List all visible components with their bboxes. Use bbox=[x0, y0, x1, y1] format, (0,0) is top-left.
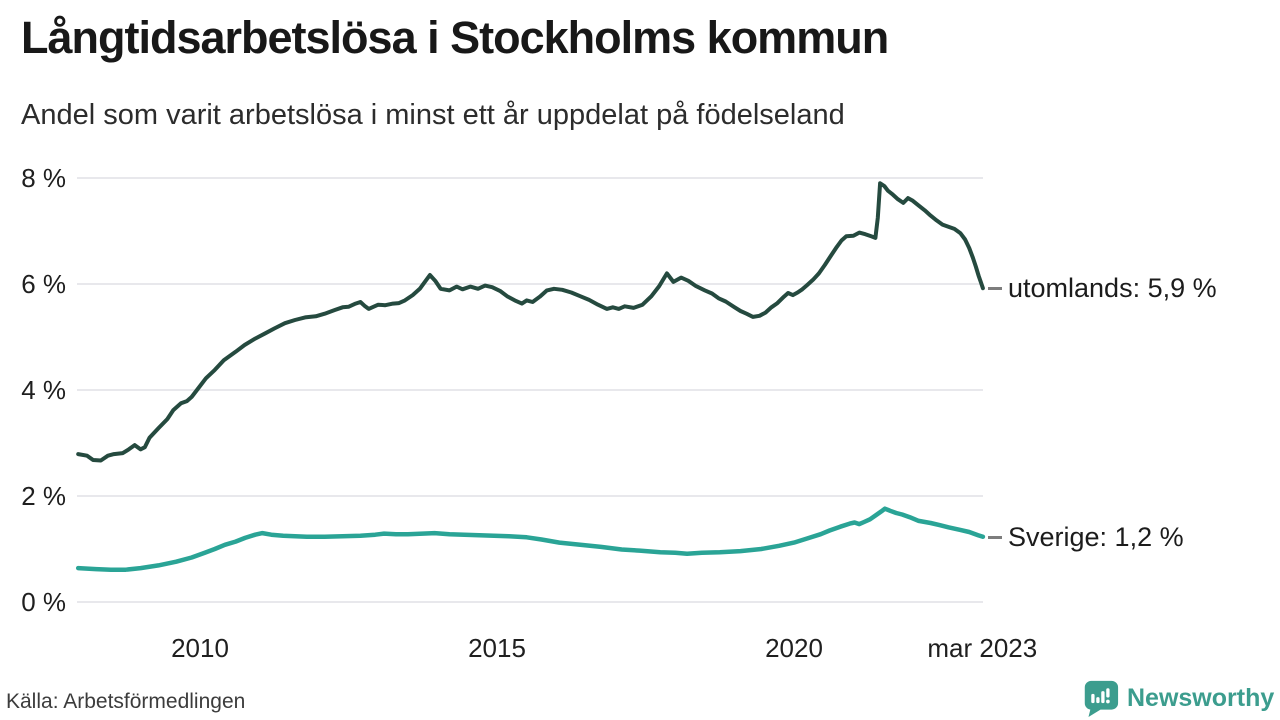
x-tick-2015: 2015 bbox=[468, 633, 526, 663]
bar-chart-speech-bubble-icon bbox=[1084, 680, 1119, 717]
y-tick-0: 0 % bbox=[21, 587, 66, 617]
y-tick-2: 2 % bbox=[21, 481, 66, 511]
series-label-sverige: Sverige: 1,2 % bbox=[988, 521, 1184, 552]
newsworthy-logo[interactable]: Newsworthy bbox=[1082, 678, 1274, 718]
utomlands-line bbox=[76, 181, 985, 463]
x-tick-mar-2023: mar 2023 bbox=[927, 633, 1038, 663]
sverige-line bbox=[75, 506, 986, 572]
y-tick-6: 6 % bbox=[21, 269, 66, 299]
series-label-utomlands: utomlands: 5,9 % bbox=[988, 275, 1217, 302]
label-connector-dash bbox=[988, 535, 1002, 539]
y-tick-8: 8 % bbox=[21, 163, 66, 193]
source-note: Källa: Arbetsförmedlingen bbox=[6, 690, 246, 713]
y-tick-4: 4 % bbox=[21, 375, 66, 405]
page-title: Långtidsarbetslösa i Stockholms kommun bbox=[21, 12, 889, 63]
page-subtitle: Andel som varit arbetslösa i minst ett å… bbox=[21, 99, 845, 131]
x-tick-2020: 2020 bbox=[765, 633, 823, 663]
series-label-utomlands-text: utomlands: 5,9 % bbox=[1008, 273, 1217, 304]
label-connector-dash bbox=[988, 287, 1002, 291]
newsworthy-wordmark: Newsworthy bbox=[1127, 683, 1275, 712]
series-label-sverige-text: Sverige: 1,2 % bbox=[1008, 521, 1184, 552]
x-tick-2010: 2010 bbox=[171, 633, 229, 663]
